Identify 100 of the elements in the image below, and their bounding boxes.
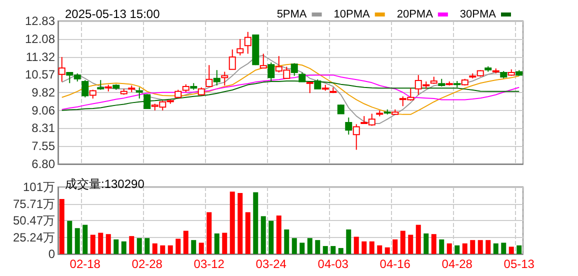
x-tick-label: 02-28 <box>132 257 163 271</box>
candlestick <box>345 117 352 136</box>
x-tick-label: 04-28 <box>442 257 473 271</box>
bar <box>245 212 250 254</box>
bar <box>446 243 452 254</box>
bar <box>322 246 328 254</box>
bar <box>67 220 72 254</box>
bar <box>114 239 119 254</box>
bar <box>424 233 429 254</box>
candlestick <box>260 53 267 69</box>
bar <box>284 229 290 254</box>
legend-label: 30PMA <box>460 8 497 20</box>
bar <box>260 216 266 254</box>
bar <box>238 192 243 254</box>
x-tick-label: 03-24 <box>256 257 287 271</box>
candlestick <box>290 62 298 76</box>
bar <box>276 216 282 254</box>
bar <box>292 238 297 254</box>
y-tick-label: 6.80 <box>32 157 56 171</box>
x-tick-label: 03-12 <box>194 257 225 271</box>
candlestick <box>228 48 236 70</box>
bar <box>129 236 134 254</box>
line-series <box>61 63 520 115</box>
candlestick <box>136 86 143 100</box>
candlestick <box>97 80 104 90</box>
bar <box>98 232 104 254</box>
candlestick <box>244 31 252 54</box>
y-tick-label: 50.47万 <box>12 214 55 228</box>
y-tick-label: 10.57 <box>24 68 56 82</box>
bar <box>214 233 220 254</box>
bar <box>136 238 142 254</box>
bar <box>508 246 514 254</box>
candlestick <box>268 62 275 82</box>
y-tick-label: 0 <box>48 247 56 261</box>
candlestick <box>352 124 360 150</box>
bar <box>160 245 166 254</box>
y-tick-label: 101万 <box>22 180 55 194</box>
bar <box>439 239 444 254</box>
bar <box>307 238 312 254</box>
y-tick-label: 75.71万 <box>12 196 55 211</box>
candlestick <box>314 78 322 90</box>
bar <box>90 234 96 254</box>
legend-label: 10PMA <box>334 8 371 20</box>
x-tick-label: 02-18 <box>70 257 101 271</box>
bar <box>330 246 336 254</box>
bar <box>516 245 522 254</box>
candlestick <box>298 72 306 82</box>
bar <box>369 241 374 254</box>
bar <box>183 230 188 254</box>
bar <box>198 242 204 254</box>
bar <box>486 240 491 254</box>
bar <box>501 242 506 254</box>
chart-title: 成交量:130290 <box>65 177 145 191</box>
chart-title: 2025-05-13 15:00 <box>65 7 160 21</box>
bar <box>106 234 111 254</box>
candlestick <box>144 94 151 110</box>
y-tick-label: 9.06 <box>32 103 56 118</box>
bar <box>253 192 258 254</box>
bar <box>144 238 150 254</box>
bar <box>338 248 344 254</box>
candlestick <box>221 71 228 86</box>
bar <box>454 245 460 254</box>
bar <box>377 245 382 254</box>
y-tick-label: 25.24万 <box>12 230 55 244</box>
bar <box>400 230 406 254</box>
candlestick <box>213 70 220 86</box>
bar <box>408 234 414 254</box>
candlestick <box>82 80 89 98</box>
line-series <box>61 80 520 111</box>
legend-label: 20PMA <box>396 8 434 20</box>
y-tick-label: 9.82 <box>32 85 56 100</box>
y-tick-label: 11.32 <box>26 50 56 64</box>
bar <box>191 240 196 254</box>
y-tick-label: 12.83 <box>24 14 56 28</box>
y-tick-label: 12.08 <box>24 32 56 46</box>
bar <box>59 198 64 254</box>
bar <box>152 243 158 254</box>
bar <box>230 192 235 254</box>
bar <box>431 234 436 254</box>
bar <box>222 232 228 254</box>
bar <box>416 224 421 254</box>
bar <box>478 240 483 254</box>
candlestick <box>58 56 66 82</box>
candlestick <box>306 82 314 94</box>
bar <box>346 229 352 254</box>
bar <box>384 247 390 254</box>
bar <box>168 245 173 254</box>
x-tick-label: 04-03 <box>318 257 349 271</box>
bar <box>176 238 181 254</box>
legend-label: 5PMA <box>276 8 308 20</box>
bar <box>206 212 212 254</box>
bar <box>354 236 359 254</box>
bar <box>82 224 88 254</box>
y-tick-label: 8.31 <box>32 121 56 136</box>
bar <box>121 241 126 254</box>
bar <box>268 220 274 254</box>
candlestick <box>206 64 213 87</box>
bar <box>362 241 367 254</box>
bar <box>315 240 320 254</box>
bar <box>470 240 476 254</box>
